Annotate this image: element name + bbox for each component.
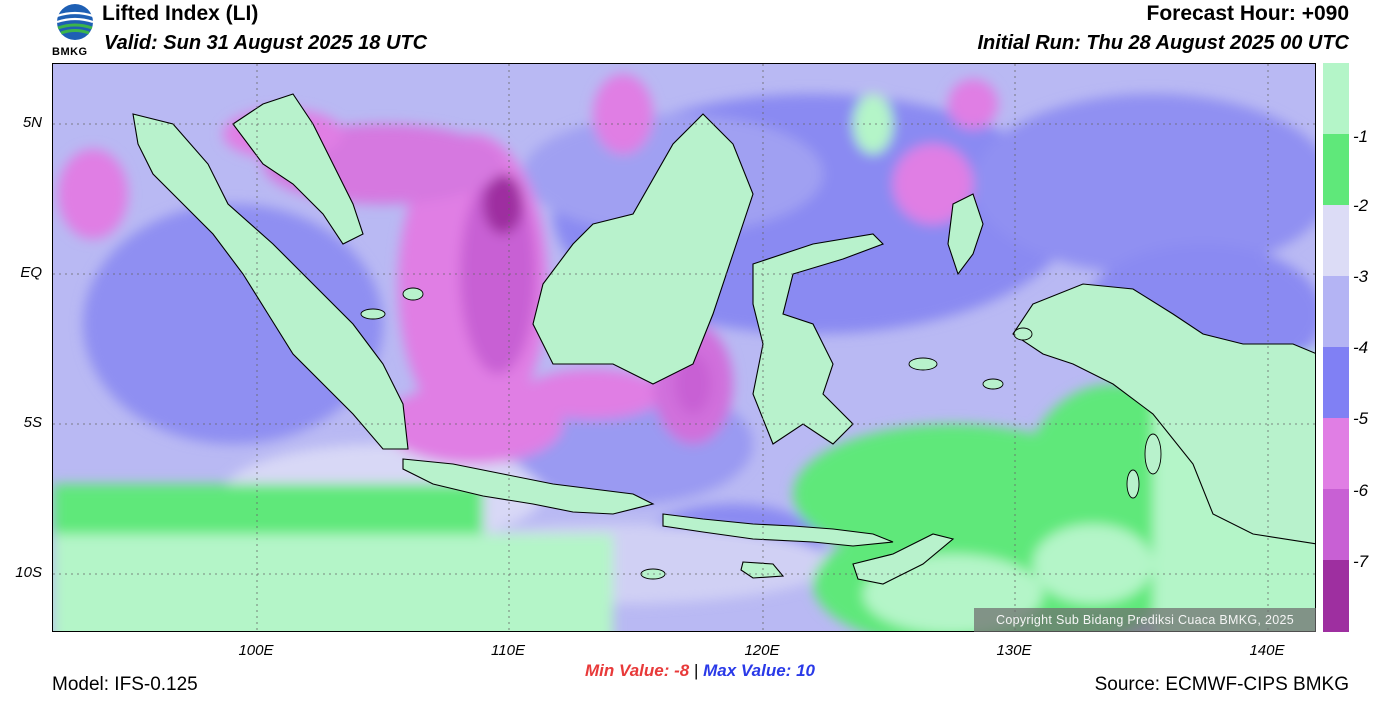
model-info: Model: IFS-0.125 <box>52 674 198 695</box>
legend-swatch-5 <box>1323 418 1349 489</box>
sumatra-land <box>132 113 409 450</box>
min-max-separator: | <box>693 661 699 680</box>
forecast-hour: Forecast Hour: +090 <box>1146 2 1350 25</box>
lon-label-140e: 140E <box>1249 642 1285 659</box>
graticule <box>53 64 1315 631</box>
sulawesi-land <box>752 233 884 445</box>
legend-label-2: -2 <box>1353 196 1369 215</box>
legend-swatch-0 <box>1323 63 1349 134</box>
lat-label-10s: 10S <box>15 564 42 581</box>
sumba-land <box>740 561 785 579</box>
malay-peninsula-land <box>232 93 364 245</box>
max-value: 10 <box>796 661 815 680</box>
borneo-land <box>532 113 754 385</box>
legend-label-7: -7 <box>1353 552 1369 571</box>
lat-label-eq: EQ <box>20 264 42 281</box>
nusa-tenggara-land <box>662 513 894 547</box>
max-label: Max Value: <box>703 661 792 680</box>
lon-label-100e: 100E <box>238 642 274 659</box>
halmahera-land <box>947 193 984 276</box>
color-legend <box>1323 63 1349 632</box>
lon-label-110e: 110E <box>491 642 525 659</box>
lat-label-5s: 5S <box>23 414 42 431</box>
min-label: Min Value: <box>585 661 670 680</box>
legend-label-4: -4 <box>1353 338 1369 357</box>
legend-label-5: -5 <box>1353 409 1369 428</box>
logo-text: BMKG <box>52 46 88 58</box>
legend-label-3: -3 <box>1353 267 1369 286</box>
landmass-group <box>132 93 1315 585</box>
min-value: -8 <box>674 661 690 680</box>
legend-swatch-3 <box>1323 276 1349 347</box>
java-land <box>402 458 655 515</box>
legend-swatch-7 <box>1323 560 1349 632</box>
legend-swatch-6 <box>1323 489 1349 560</box>
lon-label-120e: 120E <box>744 642 780 659</box>
map-panel <box>52 63 1316 632</box>
legend-swatch-4 <box>1323 347 1349 418</box>
legend-label-1: -1 <box>1353 127 1369 146</box>
legend-label-6: -6 <box>1353 481 1369 500</box>
source-info: Source: ECMWF-CIPS BMKG <box>1094 674 1349 695</box>
lon-label-130e: 130E <box>996 642 1032 659</box>
new-guinea-land <box>1012 283 1315 545</box>
chart-title: Lifted Index (LI) <box>102 2 259 25</box>
timor-land <box>852 533 955 585</box>
legend-swatch-1 <box>1323 134 1349 205</box>
lat-label-5n: 5N <box>22 114 42 131</box>
copyright-notice: Copyright Sub Bidang Prediksi Cuaca BMKG… <box>974 608 1316 632</box>
legend-swatch-2 <box>1323 205 1349 276</box>
bmkg-logo <box>52 0 98 60</box>
min-max-values: Min Value: -8 | Max Value: 10 <box>0 661 1400 681</box>
initial-run: Initial Run: Thu 28 August 2025 00 UTC <box>977 32 1349 54</box>
valid-time: Valid: Sun 31 August 2025 18 UTC <box>104 32 428 54</box>
